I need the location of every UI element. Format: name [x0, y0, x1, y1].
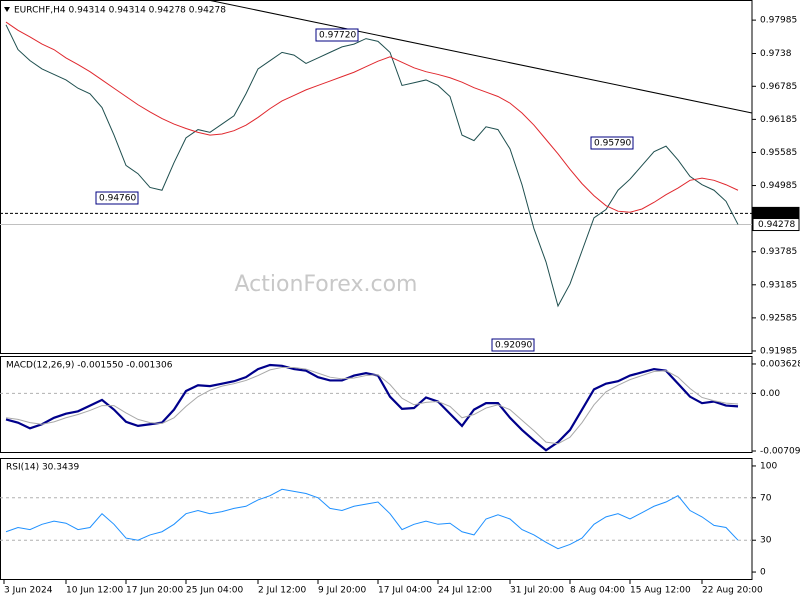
- x-tick-label: 24 Jul 12:00: [438, 586, 492, 596]
- annotation: 0.97720: [319, 31, 356, 41]
- panel-title: MACD(12,26,9) -0.001550 -0.001306: [6, 361, 173, 371]
- y-tick-label: 0.92585: [760, 313, 797, 323]
- y-tick-label: 100: [760, 461, 777, 471]
- x-tick-label: 22 Aug 20:00: [702, 586, 763, 596]
- y-tick-label: 0: [760, 568, 766, 578]
- x-tick-label: 17 Jul 04:00: [378, 586, 432, 596]
- y-tick-label: 70: [760, 493, 772, 503]
- title-icon: [4, 7, 10, 12]
- y-tick-label: 0.91985: [760, 346, 797, 356]
- panel-frame: [0, 0, 753, 354]
- y-tick-label: 0.96785: [760, 82, 797, 92]
- annotation-box: [590, 136, 634, 150]
- x-tick-label: 10 Jun 12:00: [66, 586, 123, 596]
- y-tick-label: 30: [760, 536, 772, 546]
- price-label: 0.94278: [758, 220, 795, 230]
- price-label-box: [752, 218, 800, 232]
- panel-frame: [0, 356, 753, 453]
- y-tick-label: 0.93185: [760, 280, 797, 290]
- panel-title: EURCHF,H4 0.94314 0.94314 0.94278 0.9427…: [14, 6, 226, 16]
- x-tick-label: 9 Jul 20:00: [318, 586, 367, 596]
- x-tick-label: 8 Aug 04:00: [570, 586, 625, 596]
- y-tick-label: 0.94985: [760, 181, 797, 191]
- x-tick-label: 31 Jul 20:00: [510, 586, 564, 596]
- y-tick-label: -0.007093: [760, 446, 800, 456]
- panel-title: RSI(14) 30.3439: [6, 463, 79, 473]
- x-tick-label: 25 Jun 04:00: [186, 586, 243, 596]
- y-tick-label: 0.97985: [760, 16, 797, 26]
- y-tick-label: 0.96185: [760, 115, 797, 125]
- annotation: 0.94760: [99, 194, 136, 204]
- x-tick-label: 17 Jun 20:00: [126, 586, 183, 596]
- x-tick-label: 3 Jun 2024: [4, 586, 53, 596]
- y-tick-label: 0.95585: [760, 148, 797, 158]
- y-tick-label: 0.9738: [760, 49, 792, 59]
- annotation: 0.92090: [495, 341, 532, 351]
- series-line: [5, 366, 739, 445]
- x-tick-label: 15 Aug 12:00: [630, 586, 691, 596]
- x-tick-label: 2 Jul 12:00: [258, 586, 307, 596]
- watermark: ActionForex.com: [235, 272, 418, 297]
- annotation: 0.95790: [594, 139, 631, 149]
- price-label: 0.94480: [758, 209, 795, 219]
- series-line: [5, 488, 739, 550]
- annotation-box: [491, 338, 535, 352]
- series-line: [5, 24, 739, 308]
- y-tick-label: 0.93785: [760, 247, 797, 257]
- y-tick-label: 0.003628: [760, 359, 800, 369]
- annotation-box: [315, 28, 359, 42]
- panel-frame: [0, 458, 753, 580]
- series-line: [5, 363, 739, 452]
- series-line: [5, 21, 739, 213]
- y-tick-label: 0.00: [760, 389, 780, 399]
- trendline: [207, 0, 753, 114]
- annotation-box: [95, 191, 139, 205]
